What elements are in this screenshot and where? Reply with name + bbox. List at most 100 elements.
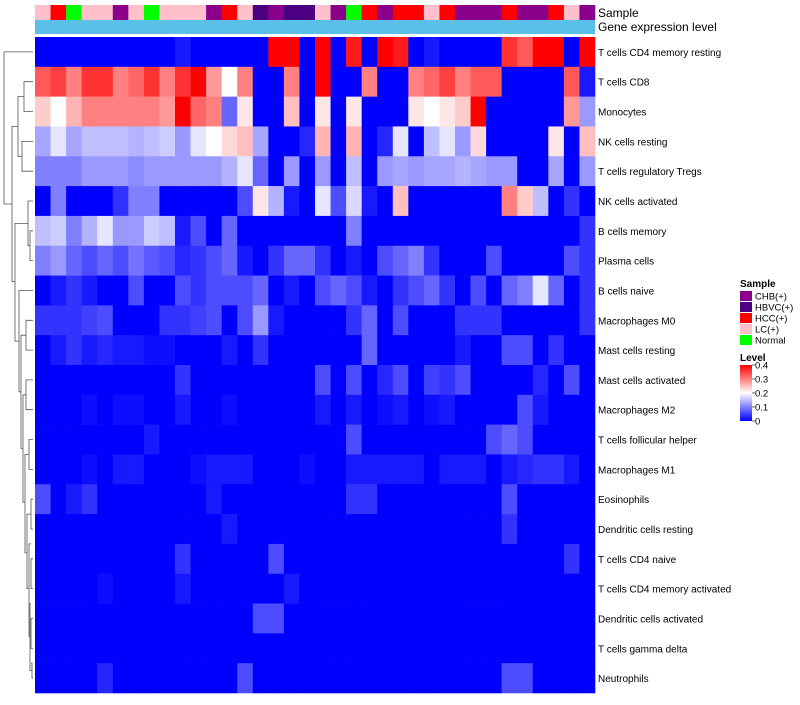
heatmap-cell <box>377 514 394 545</box>
heatmap-cell <box>206 37 222 68</box>
heatmap-cell <box>143 275 160 306</box>
heatmap-cell <box>563 484 580 515</box>
sample-annotation-cell <box>532 5 549 20</box>
sample-annotation-cell <box>190 5 207 20</box>
heatmap-cell <box>532 215 549 247</box>
sample-annotation-cell <box>330 5 347 20</box>
heatmap-cell <box>532 186 549 217</box>
heatmap-cell <box>66 66 82 97</box>
heatmap-cell <box>579 365 596 396</box>
heatmap-cell <box>97 275 114 306</box>
heatmap-cell <box>346 37 362 68</box>
heatmap-cell <box>175 514 191 545</box>
heatmap-cell <box>392 245 409 276</box>
heatmap-cell <box>175 186 191 217</box>
heatmap-cell <box>159 514 176 545</box>
sample-annotation-cell <box>423 5 440 20</box>
heatmap-cell <box>283 126 300 157</box>
heatmap-cell <box>252 96 269 127</box>
heatmap-cell <box>330 603 347 634</box>
heatmap-cell <box>190 484 207 515</box>
heatmap-cell <box>439 96 456 127</box>
heatmap-cell <box>408 275 425 306</box>
heatmap-cell <box>423 186 440 217</box>
heatmap-cell <box>159 633 176 664</box>
heatmap-cell <box>439 633 456 664</box>
heatmap-cell <box>299 275 316 306</box>
sample-annotation-cell <box>563 5 580 20</box>
sample-annotation-cell <box>252 5 269 20</box>
heatmap-cell <box>143 573 160 604</box>
heatmap-cell <box>315 394 331 425</box>
heatmap-cell <box>159 454 176 485</box>
heatmap-cell <box>486 365 502 396</box>
heatmap-cell <box>97 126 114 157</box>
heatmap-cell <box>408 514 425 545</box>
heatmap-cell <box>283 305 300 336</box>
heatmap-cell <box>190 573 207 604</box>
heatmap-cell <box>206 186 222 217</box>
heatmap-cell <box>206 663 222 694</box>
heatmap-cell <box>532 37 549 68</box>
heatmap-cell <box>361 96 378 127</box>
heatmap-cell <box>470 245 487 276</box>
heatmap-cell <box>346 633 362 664</box>
heatmap-cell <box>268 245 285 276</box>
heatmap-cell <box>346 424 362 455</box>
heatmap-cell <box>548 245 565 276</box>
heatmap-cell <box>66 454 82 485</box>
heatmap-cell <box>268 394 285 425</box>
heatmap-cell <box>159 126 176 157</box>
heatmap-cell <box>455 514 471 545</box>
heatmap-cell <box>377 335 394 366</box>
heatmap-cell <box>237 96 254 127</box>
heatmap-cell <box>175 66 191 97</box>
heatmap-cell <box>330 186 347 217</box>
heatmap-cell <box>268 275 285 306</box>
heatmap-cell <box>237 215 254 247</box>
heatmap-cell <box>455 663 471 694</box>
heatmap-cell <box>128 156 145 187</box>
heatmap-cell <box>361 275 378 306</box>
heatmap-cell <box>548 275 565 306</box>
heatmap-cell <box>35 603 51 634</box>
heatmap-cell <box>35 514 51 545</box>
heatmap-cell <box>66 186 82 217</box>
heatmap-cell <box>97 156 114 187</box>
heatmap-cell <box>128 514 145 545</box>
heatmap-cell <box>81 633 98 664</box>
heatmap-cell <box>143 365 160 396</box>
heatmap-cell <box>221 514 238 545</box>
heatmap-cell <box>112 573 129 604</box>
heatmap-cell <box>392 275 409 306</box>
heatmap-cell <box>268 573 285 604</box>
heatmap-cell <box>501 245 518 276</box>
sample-annotation-cell <box>268 5 285 20</box>
heatmap-cell <box>486 245 502 276</box>
heatmap-cell <box>221 543 238 575</box>
heatmap-cell <box>128 37 145 68</box>
heatmap-cell <box>377 96 394 127</box>
dendrogram-branch <box>20 334 26 449</box>
heatmap-cell <box>315 126 331 157</box>
heatmap-cell <box>252 305 269 336</box>
heatmap-cell <box>579 66 596 97</box>
heatmap-cell <box>252 514 269 545</box>
heatmap-cell <box>237 394 254 425</box>
heatmap-cell <box>175 543 191 575</box>
sample-annotation-cell <box>81 5 98 20</box>
heatmap-cell <box>112 424 129 455</box>
heatmap-cell <box>315 66 331 97</box>
heatmap-cell <box>470 126 487 157</box>
dendrogram-branch <box>21 141 33 172</box>
heatmap-cell <box>532 305 549 336</box>
heatmap-cell <box>143 394 160 425</box>
heatmap-cell <box>486 663 502 694</box>
heatmap-cell <box>501 394 518 425</box>
heatmap-cell <box>143 126 160 157</box>
heatmap-cell <box>330 454 347 485</box>
heatmap-cell <box>579 603 596 634</box>
heatmap-cell <box>66 543 82 575</box>
heatmap-cell <box>97 186 114 217</box>
